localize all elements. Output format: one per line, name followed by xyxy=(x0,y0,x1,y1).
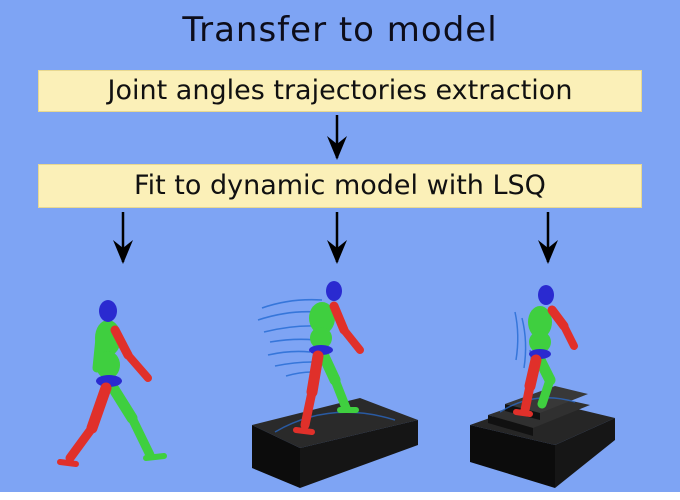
climbing-figure-stairs xyxy=(513,285,578,417)
diagram-title: Transfer to model xyxy=(182,10,498,50)
arrow-to-figure-1 xyxy=(113,212,133,264)
arrow-to-figure-2 xyxy=(327,212,347,264)
step-joint-angles-box: Joint angles trajectories extraction xyxy=(38,70,642,112)
arrow-to-figure-3 xyxy=(538,212,558,264)
walking-figure-treadmill xyxy=(293,281,364,435)
bottom-border xyxy=(0,492,680,500)
step-fit-model-box: Fit to dynamic model with LSQ xyxy=(38,164,642,208)
treadmill-platform xyxy=(252,398,418,488)
walking-figure-flat xyxy=(57,300,167,467)
arrow-step1-to-step2 xyxy=(327,115,347,160)
